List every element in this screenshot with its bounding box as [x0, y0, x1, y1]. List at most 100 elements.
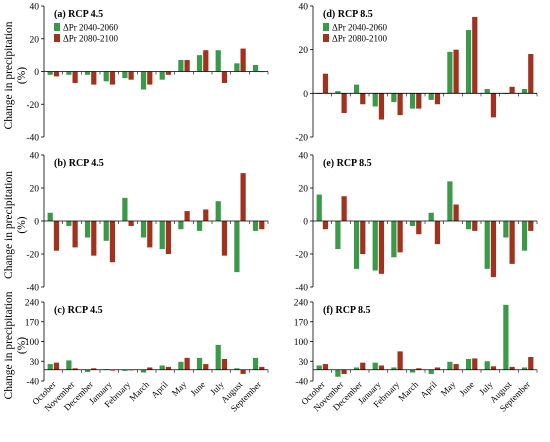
bar-2080-2100	[240, 173, 246, 221]
bar-2080-2100	[509, 366, 515, 370]
bar-2040-2060	[66, 71, 72, 75]
y-axis-label-line2: (%)	[16, 216, 28, 233]
y-tick-label: 100	[25, 338, 40, 348]
bar-2040-2060	[178, 221, 184, 230]
bar-2040-2060	[391, 93, 397, 103]
bar-2080-2100	[203, 364, 209, 370]
bar-2040-2060	[47, 212, 53, 221]
panel-title: (e) RCP 8.5	[323, 158, 372, 169]
y-tick-label: 100	[294, 338, 309, 348]
y-axis-label-line2: (%)	[16, 337, 28, 354]
bar-2040-2060	[66, 360, 72, 370]
bar-2080-2100	[128, 221, 134, 226]
bar-2040-2060	[196, 221, 203, 231]
bar-2040-2060	[234, 221, 240, 273]
bar-2040-2060	[353, 221, 360, 269]
bar-2040-2060	[47, 71, 53, 75]
panel-b: -40 -20 0 20 40 (b) RCP 4.5	[26, 152, 269, 294]
y-axis-label: Change in precipitation (%)	[3, 291, 28, 399]
y-tick-label: 0	[34, 218, 39, 228]
bar-2080-2100	[434, 93, 441, 105]
legend-swatch	[54, 23, 60, 31]
bar-2080-2100	[416, 93, 422, 109]
bar-2040-2060	[372, 93, 378, 107]
bar-2080-2100	[72, 71, 78, 83]
bar-2080-2100	[259, 366, 265, 370]
bar-2040-2060	[122, 197, 128, 221]
bar-2080-2100	[378, 221, 385, 274]
panel-e: -40 -20 0 20 40 (e) RCP 8.5	[295, 152, 538, 294]
bar-2080-2100	[91, 221, 97, 256]
bar-2080-2100	[72, 221, 78, 248]
bar-2040-2060	[252, 221, 259, 231]
bar-2040-2060	[335, 91, 341, 94]
y-tick-label: 20	[299, 185, 309, 195]
bar-2080-2100	[184, 60, 190, 72]
bar-2040-2060	[159, 71, 165, 80]
bar-2080-2100	[203, 209, 209, 221]
bar-2080-2100	[378, 365, 385, 370]
y-tick-label: 20	[30, 35, 40, 45]
y-axis-label-line1: Change in precipitation	[3, 171, 15, 279]
bar-2080-2100	[509, 221, 515, 264]
y-tick-label: 40	[30, 3, 40, 13]
bar-2040-2060	[372, 221, 378, 271]
bar-2080-2100	[128, 71, 134, 80]
bar-2080-2100	[221, 71, 228, 83]
y-axis-label: Change in precipitation (%)	[3, 21, 28, 129]
y-tick-label: 40	[299, 3, 309, 13]
bar-2080-2100	[91, 71, 97, 85]
bar-2080-2100	[472, 221, 478, 231]
bar-2040-2060	[140, 369, 147, 373]
bar-2080-2100	[509, 86, 515, 94]
y-axis-label-line1: Change in precipitation	[3, 291, 15, 399]
bar-2040-2060	[353, 84, 360, 94]
y-tick-label: 0	[34, 68, 39, 78]
bar-2040-2060	[84, 71, 91, 75]
bar-2040-2060	[178, 60, 184, 72]
y-axis-label: Change in precipitation (%)	[3, 171, 28, 279]
bar-2080-2100	[109, 369, 116, 371]
bar-2080-2100	[360, 93, 366, 105]
bar-2040-2060	[103, 71, 109, 82]
bar-2080-2100	[72, 368, 78, 370]
bar-2080-2100	[341, 369, 347, 374]
bar-2080-2100	[416, 221, 422, 235]
y-tick-label: 170	[25, 318, 40, 328]
bar-2080-2100	[490, 366, 497, 370]
y-tick-label: 40	[30, 152, 40, 162]
bar-2080-2100	[221, 358, 228, 370]
bar-2040-2060	[484, 361, 490, 370]
y-tick-label: 0	[303, 218, 308, 228]
bar-2040-2060	[484, 221, 490, 269]
bar-2040-2060	[353, 367, 360, 370]
bar-2040-2060	[503, 221, 509, 238]
y-tick-label: 30	[30, 358, 40, 368]
bar-2040-2060	[447, 51, 453, 94]
y-tick-label: 240	[25, 299, 40, 309]
bar-2040-2060	[252, 357, 259, 370]
bar-2040-2060	[447, 361, 453, 370]
bar-2080-2100	[472, 358, 478, 370]
y-axis-label-line1: Change in precipitation	[3, 21, 15, 129]
legend-swatch	[54, 34, 60, 42]
y-tick-label: 0	[303, 90, 308, 100]
bar-2080-2100	[360, 221, 366, 254]
bar-2080-2100	[53, 71, 60, 77]
bar-2080-2100	[165, 71, 172, 75]
bar-2080-2100	[490, 93, 497, 118]
bar-2040-2060	[316, 194, 322, 221]
bar-2040-2060	[335, 221, 341, 250]
legend-label: ΔPr 2080-2100	[63, 34, 119, 44]
bar-2040-2060	[140, 71, 147, 90]
bar-2040-2060	[465, 221, 472, 230]
bar-2040-2060	[196, 357, 203, 370]
bar-2040-2060	[196, 55, 203, 72]
legend-swatch	[323, 23, 329, 31]
bar-2040-2060	[503, 304, 509, 370]
bar-2040-2060	[316, 365, 322, 370]
bar-2080-2100	[240, 48, 246, 72]
bar-2080-2100	[165, 221, 172, 254]
